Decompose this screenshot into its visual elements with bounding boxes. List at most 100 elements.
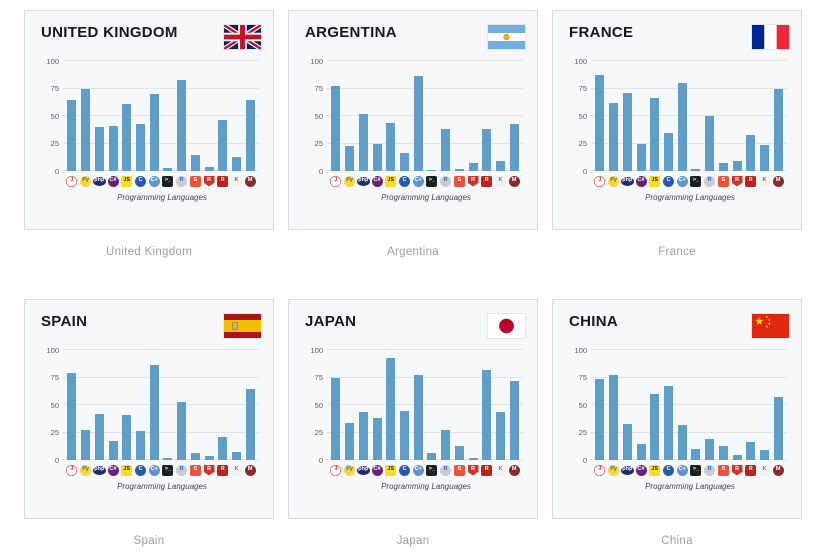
icon-cell: C+ — [675, 464, 689, 476]
icon-cell: M — [771, 175, 785, 187]
gridline-50 — [327, 115, 523, 116]
icon-cell: C# — [106, 175, 120, 187]
shell-icon: >_ — [162, 175, 174, 187]
y-tick-75: 75 — [578, 372, 587, 382]
bar-cell — [343, 350, 357, 460]
bar-cell — [188, 350, 202, 460]
panel-france[interactable]: FRANCE 0 25 50 75 100 J Py php C# JS C C+ >_ R S R R K M … — [552, 10, 802, 230]
bars-row — [63, 350, 259, 460]
icon-cell: R — [175, 175, 189, 187]
bar-rust — [482, 369, 492, 460]
bar-cell — [689, 61, 703, 171]
bar-cell — [439, 350, 453, 460]
icon-cell: R — [480, 464, 494, 476]
bar-cell — [730, 61, 744, 171]
gridline-25 — [327, 142, 523, 144]
language-icons-row: J Py php C# JS C C+ >_ R S R R K M — [63, 175, 259, 187]
panel-united-kingdom[interactable]: UNITED KINGDOM 0 25 50 75 100 J Py php C# JS C C+ >… — [24, 10, 274, 230]
bar-matlab — [245, 99, 255, 171]
bar-cell — [730, 350, 744, 460]
icon-cell: J — [593, 175, 607, 187]
bar-swift — [190, 154, 200, 171]
panel-header: FRANCE — [553, 11, 801, 49]
icon-cell: J — [65, 464, 79, 476]
kotlin-icon: K — [758, 464, 770, 476]
y-tick-100: 100 — [46, 345, 59, 355]
icon-cell: php — [356, 464, 370, 476]
bar-cell — [411, 350, 425, 460]
swift-icon: S — [717, 175, 729, 187]
icon-cell: R — [439, 464, 453, 476]
icon-cell: C+ — [411, 464, 425, 476]
gridline-50 — [591, 115, 787, 116]
y-tick-0: 0 — [54, 455, 59, 465]
bar-chart: 0 25 50 75 100 J Py php C# JS C C+ >_ R S R R K M Program… — [303, 57, 525, 202]
cpp-icon: C+ — [412, 464, 424, 476]
rust-icon: R — [481, 175, 493, 187]
icon-cell: >_ — [425, 175, 439, 187]
bar-cell — [494, 61, 508, 171]
php-icon: php — [356, 176, 370, 186]
bars-row — [591, 350, 787, 460]
matlab-icon: M — [508, 175, 520, 187]
icon-cell: S — [188, 464, 202, 476]
icon-cell: R — [439, 175, 453, 187]
cell-france: FRANCE 0 25 50 75 100 J Py php C# JS C C+ >_ R S R R K M … — [552, 10, 802, 258]
c-icon: C — [134, 175, 146, 187]
bar-cell — [370, 350, 384, 460]
icon-cell: JS — [384, 464, 398, 476]
bar-cell — [329, 350, 343, 460]
bar-csharp — [636, 143, 646, 171]
bar-java — [331, 377, 341, 460]
bar-cell — [425, 350, 439, 460]
bar-shell — [163, 457, 173, 460]
x-axis-label: Programming Languages — [645, 482, 735, 491]
language-icons-row: J Py php C# JS C C+ >_ R S R R K M — [327, 464, 523, 476]
bar-cell — [620, 61, 634, 171]
gridline-0 — [63, 459, 259, 460]
icon-cell: M — [243, 175, 257, 187]
bar-r — [441, 430, 451, 460]
gridline-75 — [327, 376, 523, 378]
csharp-icon: C# — [371, 464, 383, 476]
bar-cell — [593, 350, 607, 460]
bar-cell — [758, 61, 772, 171]
bar-csharp — [372, 418, 382, 460]
bar-cell — [147, 350, 161, 460]
bar-swift — [718, 163, 728, 171]
ruby-icon: R — [203, 464, 215, 476]
icon-cell: S — [452, 464, 466, 476]
bar-cell — [65, 350, 79, 460]
c-icon: C — [398, 175, 410, 187]
bar-cell — [466, 350, 480, 460]
bar-cpp — [413, 76, 423, 171]
icon-cell: K — [494, 464, 508, 476]
bar-php — [94, 413, 104, 460]
icon-cell: J — [65, 175, 79, 187]
bar-cell — [356, 350, 370, 460]
c-icon: C — [398, 464, 410, 476]
panel-spain[interactable]: SPAIN 0 25 50 75 100 J Py php C# JS C C+ >_ R S R R K M P… — [24, 299, 274, 519]
bar-shell — [427, 169, 437, 171]
panel-japan[interactable]: JAPAN 0 25 50 75 100 J Py php C# JS C C+ >_ R S R R K M P… — [288, 299, 538, 519]
bar-cell — [507, 61, 521, 171]
gridline-0 — [591, 170, 787, 171]
bar-php — [94, 127, 104, 171]
python-icon: Py — [344, 464, 356, 476]
language-icons-row: J Py php C# JS C C+ >_ R S R R K M — [327, 175, 523, 187]
bar-cell — [230, 61, 244, 171]
y-tick-25: 25 — [50, 427, 59, 437]
language-icons-row: J Py php C# JS C C+ >_ R S R R K M — [63, 464, 259, 476]
panel-china[interactable]: CHINA 0 25 50 75 100 J Py php C# JS C C+ >_ R S R R K M P… — [552, 299, 802, 519]
cpp-icon: C+ — [412, 175, 424, 187]
panel-argentina[interactable]: ARGENTINA 0 25 50 75 100 J Py php C# JS C C+ >_ R S R R… — [288, 10, 538, 230]
gridline-25 — [591, 431, 787, 433]
bar-cell — [607, 61, 621, 171]
bar-cell — [370, 61, 384, 171]
country-caption: Japan — [396, 535, 430, 547]
spain-flag-icon — [224, 314, 261, 338]
x-axis-label: Programming Languages — [381, 482, 471, 491]
bar-csharp — [108, 441, 118, 460]
icon-cell: C# — [106, 464, 120, 476]
bar-kotlin — [759, 450, 769, 460]
